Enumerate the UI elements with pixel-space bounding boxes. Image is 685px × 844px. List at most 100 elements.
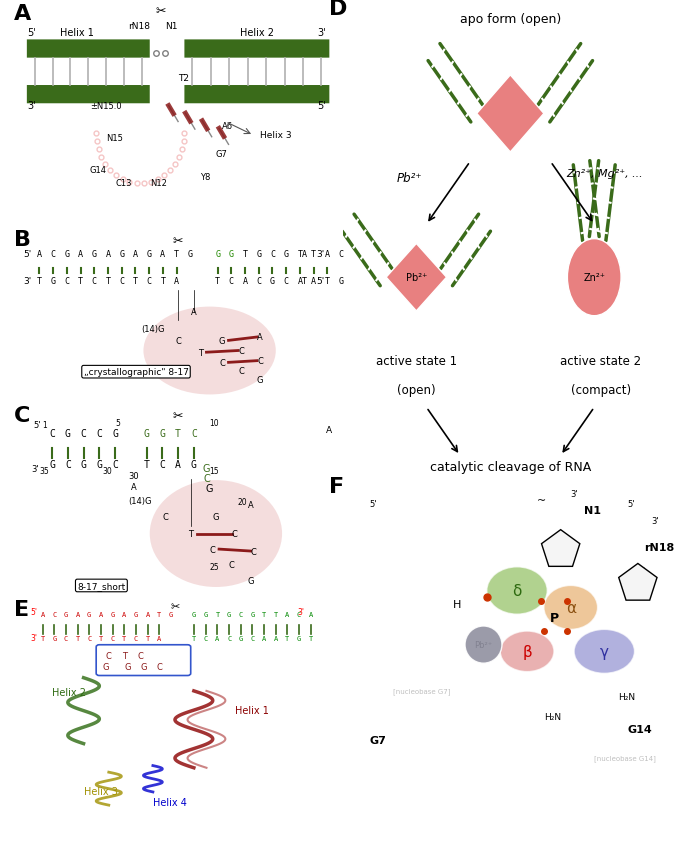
Text: N1: N1 [166,22,178,31]
Text: G: G [297,636,301,641]
Text: G: G [64,250,69,258]
Text: G: G [52,636,56,641]
Text: A: A [286,611,290,618]
Text: T: T [99,636,103,641]
Text: G: G [284,250,288,258]
Ellipse shape [500,631,554,672]
Text: G: G [257,376,263,384]
Text: T: T [144,460,149,470]
Text: ~: ~ [537,495,547,505]
Text: apo form (open): apo form (open) [460,13,561,26]
Text: C: C [51,250,55,258]
Text: T: T [297,250,302,258]
Text: T: T [215,277,220,285]
Text: 10: 10 [210,419,219,427]
Text: A: A [160,250,165,258]
Text: 5': 5' [33,420,40,429]
Text: A: A [326,426,332,435]
Text: G7: G7 [369,735,386,744]
Text: 3': 3' [32,465,39,473]
Text: Helix 3: Helix 3 [84,787,117,796]
Text: G: G [250,611,255,618]
Polygon shape [542,530,580,566]
Text: 30: 30 [103,467,112,476]
Text: H₂N: H₂N [618,692,635,701]
Text: C: C [229,277,234,285]
Text: 30
A: 30 A [129,472,139,491]
Text: C: C [110,636,114,641]
Text: T: T [105,277,110,285]
Text: T: T [309,636,313,641]
FancyBboxPatch shape [27,86,150,104]
Text: T: T [37,277,42,285]
Text: 3': 3' [316,250,325,258]
FancyBboxPatch shape [184,41,329,58]
Text: A: A [145,611,149,618]
Text: A6: A6 [222,122,234,131]
Text: C: C [250,636,255,641]
Text: N15: N15 [105,133,123,143]
Text: (compact): (compact) [571,383,631,397]
Text: G: G [125,663,131,671]
Text: G: G [338,277,343,285]
Text: (open): (open) [397,383,436,397]
Text: T: T [75,636,79,641]
Text: 1: 1 [42,420,47,429]
Text: rN18: rN18 [127,22,150,31]
Text: T: T [215,611,220,618]
Text: C: C [92,277,97,285]
Text: T: T [160,277,165,285]
Text: A: A [242,277,247,285]
Text: G: G [227,611,232,618]
Text: N12: N12 [150,179,166,188]
Text: C: C [14,406,31,425]
Text: Helix 2: Helix 2 [240,28,274,38]
Text: T: T [286,636,290,641]
Text: T: T [145,636,149,641]
Text: C: C [256,277,261,285]
Text: P: P [549,611,558,625]
Text: 5': 5' [369,500,377,508]
Text: A: A [157,636,162,641]
Text: G: G [256,250,261,258]
Text: γ: γ [600,644,609,659]
Text: A: A [309,611,313,618]
Text: G: G [110,611,114,618]
Text: C: C [64,636,68,641]
Text: 15: 15 [210,467,219,476]
Text: A: A [78,250,83,258]
Ellipse shape [487,567,547,614]
Text: G: G [212,512,219,521]
Text: T2: T2 [178,74,189,84]
Circle shape [465,626,502,663]
Text: C: C [106,652,112,660]
Text: T: T [301,277,307,285]
Text: G7: G7 [216,149,228,159]
Text: G: G [206,484,213,493]
Text: G: G [247,576,254,585]
Text: T: T [157,611,162,618]
Text: F: F [329,476,344,496]
Text: C: C [251,547,257,556]
Text: C: C [191,429,197,439]
Text: T: T [122,636,126,641]
Text: C13: C13 [115,179,132,188]
Text: C: C [175,337,181,345]
Text: G: G [229,250,234,258]
Text: C: C [49,429,55,439]
Polygon shape [619,564,657,600]
Text: T: T [325,277,329,285]
Text: C: C [203,636,208,641]
Text: ✂: ✂ [173,409,184,422]
Text: C: C [65,460,71,470]
Text: 5': 5' [30,608,37,616]
FancyBboxPatch shape [184,86,329,104]
Text: A: A [99,611,103,618]
Text: A: A [174,277,179,285]
Text: Zn²⁺: Zn²⁺ [583,273,606,283]
Text: G: G [65,429,71,439]
Text: Y8: Y8 [200,172,210,181]
Text: rN18: rN18 [645,543,675,552]
Text: T: T [122,652,127,660]
Text: A: A [297,277,302,285]
